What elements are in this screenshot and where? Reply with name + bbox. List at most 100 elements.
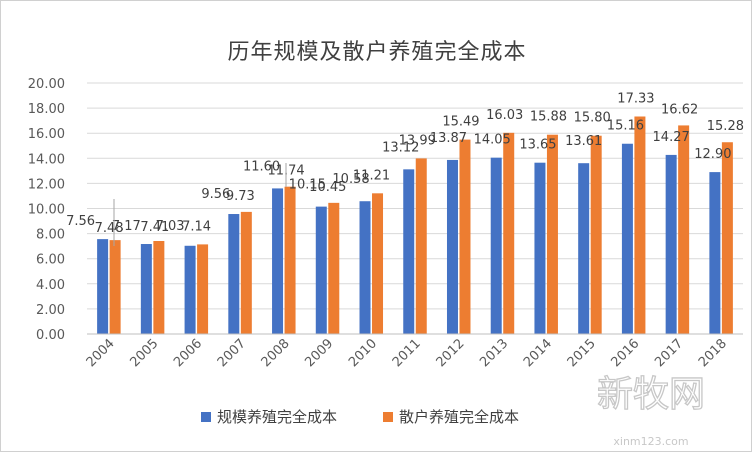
bar-backyard-2010 — [372, 193, 384, 334]
watermark-url: xinm123.com — [613, 435, 688, 448]
x-tick-label: 2007 — [215, 336, 249, 370]
bar-scale-2004 — [97, 239, 109, 334]
data-label: 14.05 — [474, 133, 511, 148]
data-label: 10.45 — [309, 180, 346, 195]
bar-scale-2010 — [359, 201, 371, 334]
data-label: 15.88 — [530, 110, 567, 125]
x-tick-label: 2004 — [84, 336, 118, 370]
bar-scale-2006 — [184, 245, 196, 334]
bar-scale-2009 — [315, 206, 327, 334]
bar-scale-2014 — [534, 162, 546, 334]
data-label: 12.90 — [694, 147, 731, 162]
y-tick-label: 16.00 — [28, 127, 65, 142]
bar-backyard-2015 — [590, 135, 602, 334]
chart-title: 历年规模及散户养殖完全成本 — [227, 40, 526, 65]
y-axis: 0.00 2.00 4.00 6.00 8.00 10.00 12.00 14.00 16.00… — [28, 77, 65, 343]
x-axis: 2004 2005 2006 2007 2008 2009 2010 2011 2012 2013… — [84, 333, 743, 370]
x-tick-label: 2015 — [565, 336, 599, 370]
legend-label: 规模养殖完全成本 — [217, 408, 337, 426]
bar-scale-2013 — [490, 157, 502, 334]
data-label: 17.33 — [617, 92, 654, 107]
y-tick-label: 14.00 — [28, 152, 65, 167]
y-tick-label: 8.00 — [36, 228, 65, 243]
x-tick-label: 2010 — [346, 336, 380, 370]
y-tick-label: 20.00 — [28, 77, 65, 92]
bar-backyard-2007 — [240, 211, 252, 334]
x-tick-label: 2017 — [652, 336, 686, 370]
data-labels-layer: 7.56 7.17 7.03 9.56 11.60 10.15 10.58 13.12 13.8… — [66, 92, 744, 246]
legend: 规模养殖完全成本 散户养殖完全成本 — [201, 408, 519, 426]
data-label: 13.61 — [565, 134, 602, 149]
data-label: 11.60 — [243, 159, 280, 174]
bar-backyard-2017 — [678, 125, 690, 334]
bar-backyard-2008 — [284, 186, 296, 334]
grid-layer — [87, 82, 743, 335]
y-tick-label: 10.00 — [28, 203, 65, 218]
bar-scale-2017 — [665, 154, 677, 334]
data-label: 15.49 — [442, 115, 479, 130]
data-label: 7.03 — [156, 219, 185, 234]
data-label: 9.56 — [201, 187, 230, 202]
bar-backyard-2011 — [415, 158, 427, 334]
bar-scale-2018 — [709, 172, 721, 334]
data-label: 13.87 — [430, 131, 467, 146]
data-label: 7.48 — [95, 221, 124, 236]
bar-backyard-2018 — [721, 142, 733, 334]
x-tick-label: 2016 — [608, 336, 642, 370]
bar-scale-2011 — [403, 169, 415, 334]
y-tick-label: 6.00 — [36, 253, 65, 268]
x-tick-label: 2009 — [302, 336, 336, 370]
legend-label: 散户养殖完全成本 — [399, 408, 519, 426]
bar-scale-2005 — [140, 244, 152, 334]
data-label: 14.27 — [653, 130, 690, 145]
data-label: 13.65 — [519, 138, 556, 153]
watermark: 新牧网 xinm123.com — [596, 373, 705, 448]
x-tick-label: 2011 — [390, 336, 424, 370]
data-label: 7.41 — [140, 220, 169, 235]
bar-scale-2015 — [578, 163, 590, 334]
data-label: 9.73 — [226, 189, 255, 204]
x-tick-label: 2014 — [521, 336, 555, 370]
legend-swatch — [383, 412, 393, 422]
data-label: 7.56 — [66, 214, 95, 229]
bar-scale-2008 — [272, 188, 284, 334]
bar-backyard-2006 — [197, 244, 209, 334]
bar-backyard-2016 — [634, 116, 646, 334]
data-label: 7.17 — [112, 219, 141, 234]
x-tick-label: 2013 — [477, 336, 511, 370]
bar-backyard-2005 — [153, 241, 165, 334]
bar-scale-2007 — [228, 214, 240, 334]
bar-backyard-2004 — [109, 240, 121, 334]
bar-scale-2016 — [621, 143, 633, 334]
data-label: 15.80 — [574, 111, 611, 126]
bar-backyard-2014 — [546, 134, 558, 334]
data-label: 13.99 — [399, 133, 436, 148]
data-label: 16.03 — [486, 108, 523, 123]
x-tick-label: 2006 — [171, 336, 205, 370]
bar-backyard-2012 — [459, 139, 471, 334]
y-tick-label: 12.00 — [28, 177, 65, 192]
data-label: 7.14 — [182, 219, 211, 234]
y-tick-label: 0.00 — [36, 328, 65, 343]
data-label: 15.16 — [607, 119, 644, 134]
data-label: 11.21 — [353, 168, 390, 183]
y-tick-label: 2.00 — [36, 303, 65, 318]
data-label: 13.12 — [382, 140, 419, 155]
watermark-logo: 新牧网 — [597, 374, 705, 415]
y-tick-label: 4.00 — [36, 278, 65, 293]
bar-backyard-2013 — [503, 132, 515, 334]
legend-swatch — [201, 412, 211, 422]
bars-layer — [97, 116, 733, 334]
data-label: 10.58 — [332, 172, 369, 187]
data-label: 15.28 — [707, 119, 744, 134]
bar-backyard-2009 — [328, 202, 340, 334]
x-tick-label: 2005 — [127, 336, 161, 370]
data-label: 10.15 — [289, 178, 326, 193]
bar-scale-2012 — [446, 159, 458, 334]
data-label: 16.62 — [661, 102, 698, 117]
x-tick-label: 2012 — [434, 336, 468, 370]
x-tick-label: 2008 — [259, 336, 293, 370]
x-tick-label: 2018 — [696, 336, 730, 370]
